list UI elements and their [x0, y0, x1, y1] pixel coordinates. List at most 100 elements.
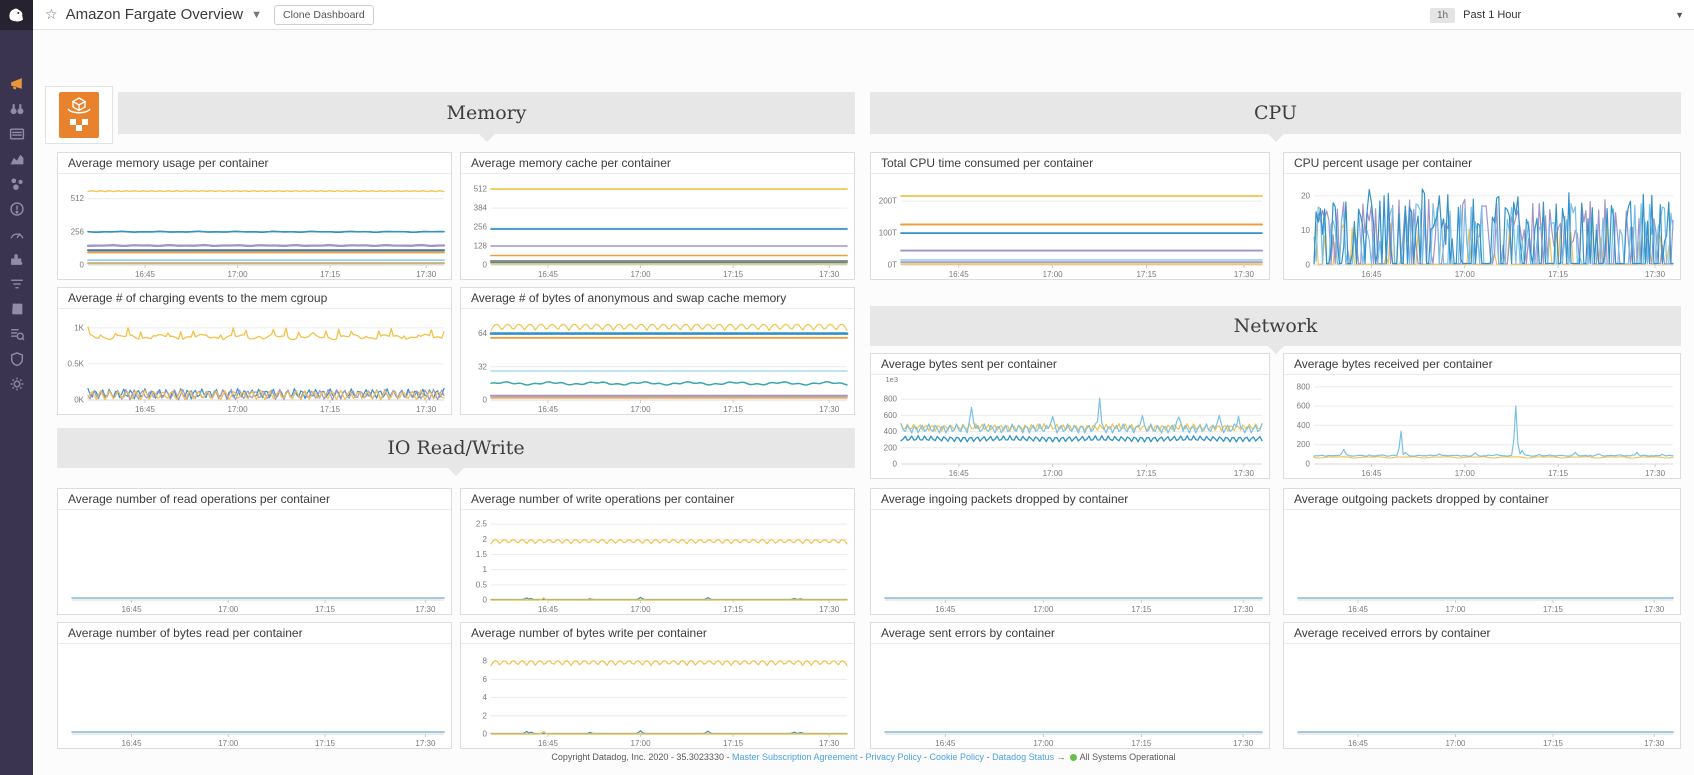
- chart-avg-bytes-sent[interactable]: Average bytes sent per container 0200400…: [870, 353, 1270, 479]
- chart-bytes-write[interactable]: Average number of bytes write per contai…: [460, 622, 855, 749]
- section-title: CPU: [1254, 102, 1297, 124]
- svg-text:2.5: 2.5: [476, 520, 488, 529]
- svg-text:16:45: 16:45: [135, 405, 156, 414]
- title-chevron-down-icon[interactable]: ▼: [251, 9, 262, 21]
- notebooks-icon[interactable]: [5, 301, 29, 317]
- svg-text:0.5K: 0.5K: [68, 359, 85, 368]
- chart-avg-bytes-received[interactable]: Average bytes received per container 020…: [1283, 353, 1681, 479]
- svg-text:0: 0: [483, 261, 488, 270]
- svg-text:17:30: 17:30: [416, 405, 437, 414]
- apm-icon[interactable]: [5, 276, 29, 292]
- section-header-io-read-write[interactable]: IO Read/Write: [57, 428, 855, 468]
- metrics-icon[interactable]: [5, 151, 29, 167]
- events-icon[interactable]: [5, 201, 29, 217]
- svg-text:17:30: 17:30: [416, 270, 437, 279]
- section-header-network[interactable]: Network: [870, 306, 1681, 346]
- section-header-memory[interactable]: Memory: [118, 92, 855, 134]
- clone-dashboard-button[interactable]: Clone Dashboard: [274, 5, 374, 25]
- datadog-logo-icon[interactable]: [0, 0, 33, 30]
- chart-plot: 0326416:4517:0017:1517:30: [461, 309, 854, 414]
- logs-icon[interactable]: [5, 326, 29, 342]
- svg-text:16:45: 16:45: [538, 270, 559, 279]
- integrations-icon[interactable]: [5, 251, 29, 267]
- chart-read-operations[interactable]: Average number of read operations per co…: [57, 488, 452, 615]
- chart-avg-memory-cache[interactable]: Average memory cache per container 01282…: [460, 152, 855, 280]
- chart-bytes-read[interactable]: Average number of bytes read per contain…: [57, 622, 452, 749]
- svg-text:16:45: 16:45: [538, 405, 559, 414]
- footer-link-status[interactable]: Datadog Status: [992, 752, 1054, 762]
- section-title: Network: [1234, 315, 1318, 337]
- chart-plot: 025651216:4517:0017:1517:30: [58, 174, 451, 279]
- chart-total-cpu-time[interactable]: Total CPU time consumed per container 0T…: [870, 152, 1270, 280]
- svg-text:16:45: 16:45: [935, 605, 956, 614]
- svg-text:1.5: 1.5: [476, 550, 488, 559]
- monitors-icon[interactable]: [5, 226, 29, 242]
- svg-text:64: 64: [478, 329, 487, 338]
- announcements-icon[interactable]: [5, 76, 29, 92]
- svg-text:17:30: 17:30: [415, 605, 436, 614]
- status-ok-dot-icon: [1070, 754, 1077, 761]
- svg-text:600: 600: [884, 411, 898, 420]
- chart-received-errors[interactable]: Average received errors by container 16:…: [1283, 622, 1681, 749]
- svg-text:17:15: 17:15: [1543, 605, 1564, 614]
- dashboard-title[interactable]: Amazon Fargate Overview: [66, 6, 244, 23]
- svg-text:400: 400: [884, 427, 898, 436]
- svg-text:17:15: 17:15: [1131, 739, 1152, 748]
- svg-text:1e3: 1e3: [885, 375, 898, 384]
- aws-fargate-icon: [59, 92, 99, 138]
- svg-text:2: 2: [483, 711, 488, 720]
- svg-text:0: 0: [483, 396, 488, 405]
- svg-text:17:30: 17:30: [819, 739, 840, 748]
- time-range-selector[interactable]: 1h Past 1 Hour ▼: [1430, 4, 1688, 26]
- svg-text:17:00: 17:00: [228, 270, 249, 279]
- settings-icon[interactable]: [5, 376, 29, 392]
- svg-text:17:00: 17:00: [218, 605, 239, 614]
- svg-text:16:45: 16:45: [1348, 605, 1369, 614]
- svg-text:32: 32: [478, 362, 487, 371]
- svg-text:17:00: 17:00: [1445, 739, 1466, 748]
- svg-text:0.5: 0.5: [476, 580, 488, 589]
- svg-text:17:30: 17:30: [1234, 270, 1255, 279]
- svg-text:17:30: 17:30: [819, 405, 840, 414]
- svg-text:16:45: 16:45: [122, 605, 143, 614]
- svg-text:17:30: 17:30: [1234, 469, 1255, 478]
- footer-link-privacy[interactable]: Privacy Policy: [866, 752, 922, 762]
- svg-text:17:00: 17:00: [631, 739, 652, 748]
- security-icon[interactable]: [5, 351, 29, 367]
- time-range-label: Past 1 Hour: [1463, 9, 1675, 21]
- chart-title: Average received errors by container: [1284, 623, 1680, 644]
- chart-plot: 16:4517:0017:1517:30: [58, 510, 451, 614]
- favorite-star-icon[interactable]: ☆: [45, 6, 58, 23]
- chart-write-operations[interactable]: Average number of write operations per c…: [460, 488, 855, 615]
- copyright-text: Copyright Datadog, Inc. 2020 - 35.302333…: [551, 752, 724, 762]
- chart-plot: 16:4517:0017:1517:30: [871, 510, 1269, 614]
- svg-text:17:15: 17:15: [315, 739, 336, 748]
- chart-sent-errors[interactable]: Average sent errors by container 16:4517…: [870, 622, 1270, 749]
- svg-text:200T: 200T: [879, 197, 897, 206]
- footer-link-msa[interactable]: Master Subscription Agreement: [732, 752, 858, 762]
- watchdog-icon[interactable]: [5, 101, 29, 117]
- svg-text:600: 600: [1297, 402, 1311, 411]
- chart-cpu-percent-usage[interactable]: CPU percent usage per container 0102016:…: [1283, 152, 1681, 280]
- datadog-dashboard-app: ☆ Amazon Fargate Overview ▼ Clone Dashbo…: [0, 0, 1694, 775]
- svg-text:0K: 0K: [74, 396, 84, 405]
- chart-ingoing-packets-dropped[interactable]: Average ingoing packets dropped by conta…: [870, 488, 1270, 615]
- footer-link-cookie[interactable]: Cookie Policy: [930, 752, 985, 762]
- svg-text:17:15: 17:15: [723, 605, 744, 614]
- svg-text:17:00: 17:00: [1043, 270, 1064, 279]
- svg-text:512: 512: [71, 194, 85, 203]
- chart-charging-events[interactable]: Average # of charging events to the mem …: [57, 287, 452, 415]
- chart-outgoing-packets-dropped[interactable]: Average outgoing packets dropped by cont…: [1283, 488, 1681, 615]
- dashboard-content: Memory CPU Network IO Read/Write Average…: [33, 30, 1694, 775]
- dashboard-lists-icon[interactable]: [5, 126, 29, 142]
- svg-text:17:30: 17:30: [1644, 739, 1665, 748]
- svg-text:800: 800: [1297, 382, 1311, 391]
- infrastructure-icon[interactable]: [5, 176, 29, 192]
- section-header-cpu[interactable]: CPU: [870, 92, 1681, 134]
- svg-text:17:00: 17:00: [1455, 270, 1476, 279]
- chart-anonymous-swap-cache[interactable]: Average # of bytes of anonymous and swap…: [460, 287, 855, 415]
- chart-avg-memory-usage[interactable]: Average memory usage per container 02565…: [57, 152, 452, 280]
- svg-text:128: 128: [474, 242, 488, 251]
- chart-title: CPU percent usage per container: [1284, 153, 1680, 174]
- sidebar-icon-list: [0, 30, 33, 392]
